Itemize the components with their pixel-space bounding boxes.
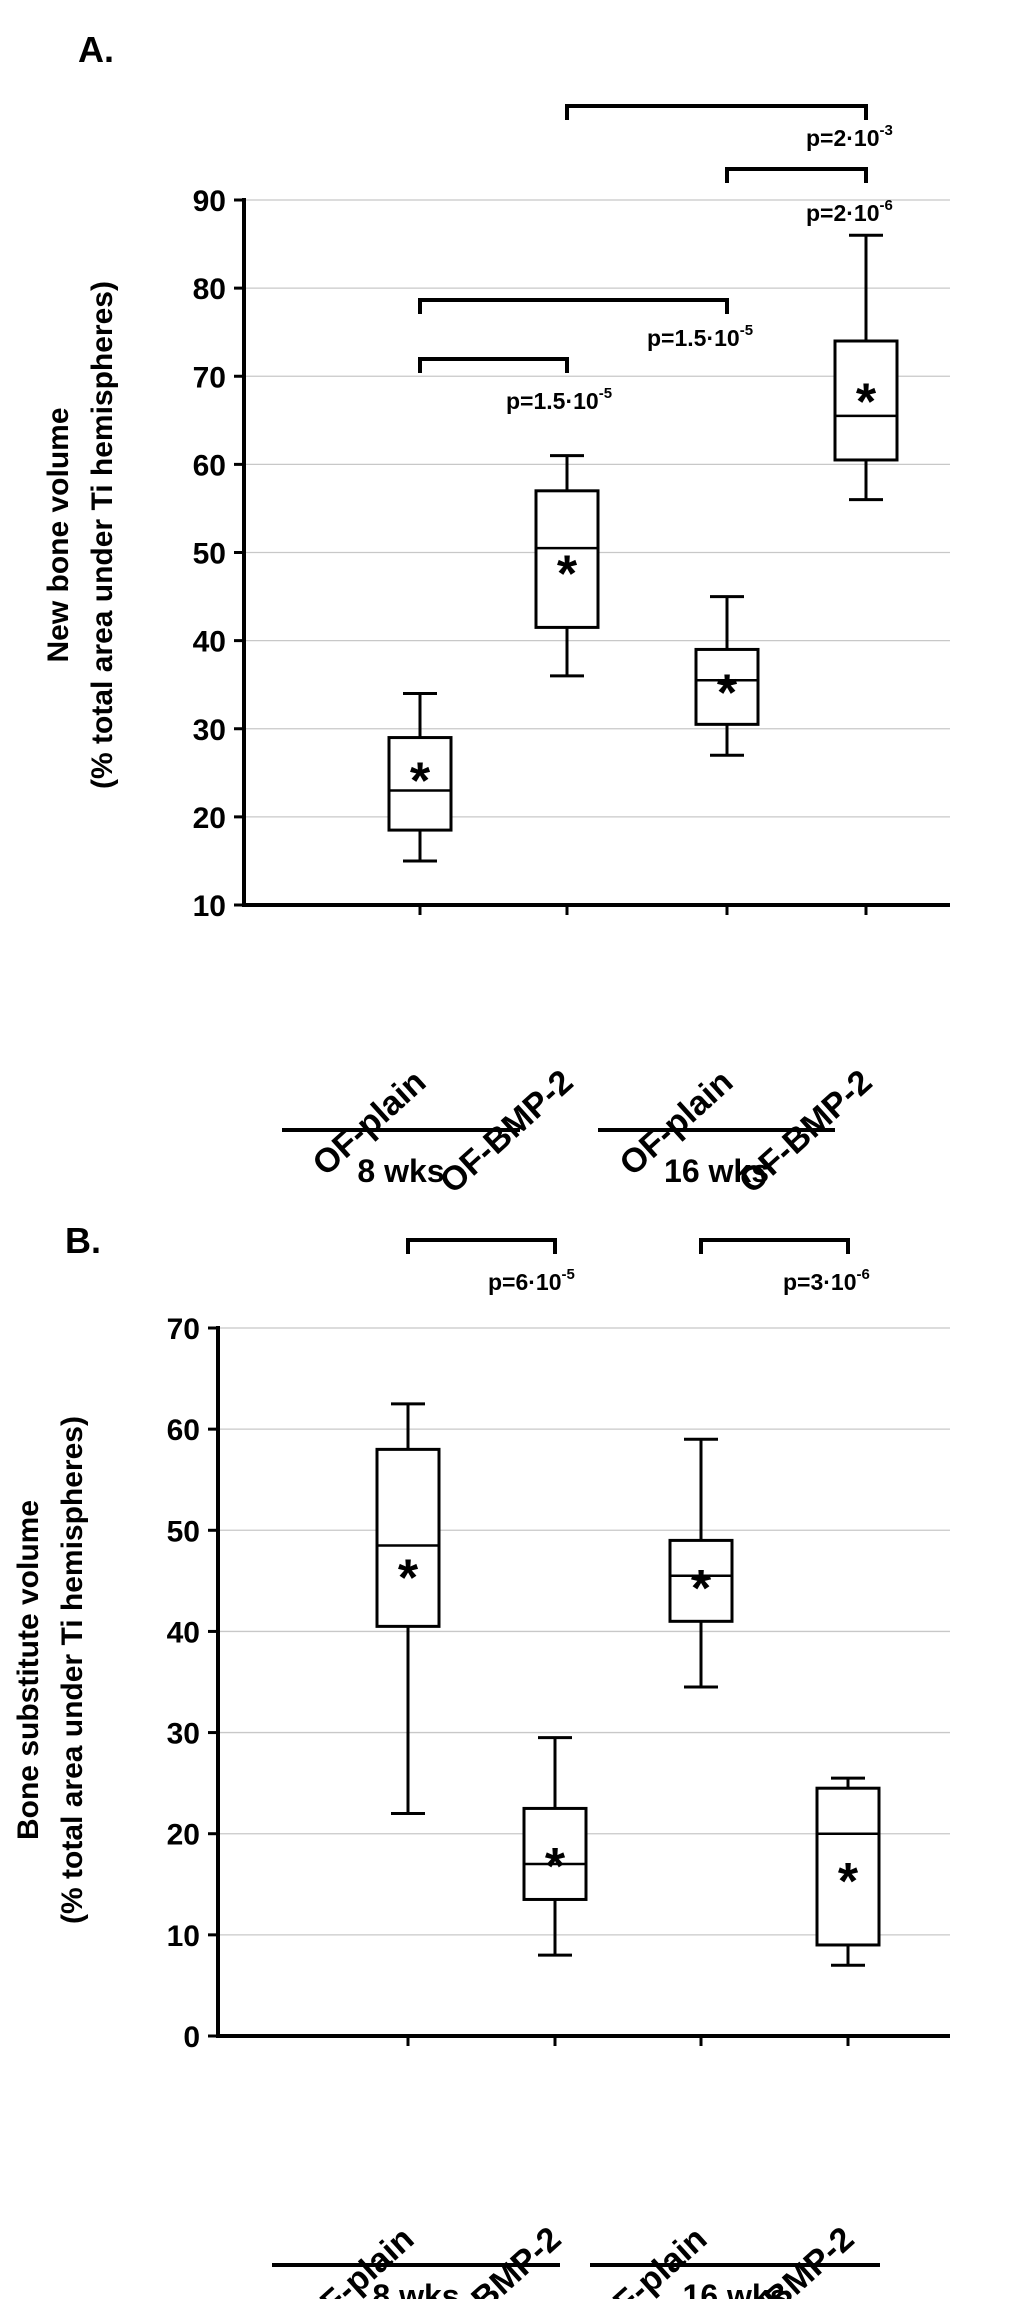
significance-bracket: p=2·10-3 xyxy=(565,104,893,151)
significance-bracket: p=6·10-5 xyxy=(406,1238,575,1295)
p-value-exponent: -6 xyxy=(857,1266,870,1283)
mean-marker: * xyxy=(717,664,738,722)
p-value-label: p=2·10-6 xyxy=(806,197,893,226)
box-4: * xyxy=(815,1776,881,1967)
significance-bracket: p=1.5·10-5 xyxy=(418,357,612,414)
y-axis-title: New bone volume xyxy=(42,407,75,662)
mean-marker: * xyxy=(557,545,578,603)
y-tick-label: 50 xyxy=(167,1515,200,1548)
box-iqr xyxy=(522,1806,588,1901)
mean-marker: * xyxy=(856,373,877,431)
y-tick-label: 10 xyxy=(193,890,226,923)
bracket-line xyxy=(725,167,868,183)
box-iqr xyxy=(694,647,760,726)
y-axis-title: Bone substitute volume xyxy=(12,1500,45,1840)
p-value-exponent: -5 xyxy=(562,1266,575,1283)
bracket-line xyxy=(565,104,868,120)
box-2: * xyxy=(534,454,600,678)
p-value-base: p=6·10 xyxy=(488,1269,562,1295)
p-value-base: p=1.5·10 xyxy=(506,388,599,414)
group-label: 8 wks xyxy=(357,1153,444,1189)
p-value-exponent: -5 xyxy=(599,385,612,402)
y-tick-label: 50 xyxy=(193,538,226,571)
y-tick-label: 20 xyxy=(193,802,226,835)
mean-marker: * xyxy=(691,1560,712,1618)
panel-label: B. xyxy=(65,1220,101,1261)
significance-bracket: p=2·10-6 xyxy=(725,167,893,226)
p-value-exponent: -3 xyxy=(880,122,893,139)
box-iqr xyxy=(375,1447,441,1628)
significance-bracket: p=3·10-6 xyxy=(699,1238,870,1295)
y-tick-label: 0 xyxy=(183,2021,200,2054)
y-tick-label: 30 xyxy=(167,1718,200,1751)
p-value-label: p=2·10-3 xyxy=(806,122,893,151)
group-label: 16 wks xyxy=(683,2278,788,2299)
p-value-base: p=2·10 xyxy=(806,125,880,151)
bracket-line xyxy=(418,357,569,373)
y-tick-label: 70 xyxy=(167,1313,200,1346)
y-tick-label: 70 xyxy=(193,361,226,394)
y-tick-label: 10 xyxy=(167,1920,200,1953)
p-value-exponent: -5 xyxy=(740,322,753,339)
y-tick-label: 90 xyxy=(193,185,226,218)
p-value-label: p=1.5·10-5 xyxy=(506,385,612,414)
significance-bracket: p=1.5·10-5 xyxy=(418,298,753,351)
box-iqr xyxy=(815,1786,881,1947)
y-tick-label: 60 xyxy=(193,449,226,482)
box-2: * xyxy=(522,1736,588,1957)
box-1: * xyxy=(375,1402,441,1815)
y-tick-label: 20 xyxy=(167,1819,200,1852)
bracket-line xyxy=(418,298,729,314)
p-value-base: p=2·10 xyxy=(806,200,880,226)
box-3: * xyxy=(694,595,760,757)
panel-a: A. 10 20 30 40 50 60 70 80 90 New bone volume (% to… xyxy=(42,29,950,1201)
mean-marker: * xyxy=(545,1838,566,1896)
p-value-label: p=1.5·10-5 xyxy=(647,322,753,351)
panel-label: A. xyxy=(78,29,114,70)
box-4: * xyxy=(833,233,899,502)
y-tick-label: 40 xyxy=(167,1616,200,1649)
group-label: 8 wks xyxy=(372,2278,459,2299)
group-label: 16 wks xyxy=(664,1153,769,1189)
p-value-base: p=3·10 xyxy=(783,1269,857,1295)
p-value-exponent: -6 xyxy=(880,197,893,214)
box-3: * xyxy=(668,1437,734,1689)
box-1: * xyxy=(387,692,453,863)
box-iqr xyxy=(387,736,453,832)
y-tick-label: 60 xyxy=(167,1414,200,1447)
box-iqr xyxy=(534,489,600,629)
p-value-label: p=6·10-5 xyxy=(488,1266,575,1295)
mean-marker: * xyxy=(838,1853,859,1911)
mean-marker: * xyxy=(398,1550,419,1608)
panel-b: B. 0 10 20 30 40 50 60 70 Bone substitute volume (… xyxy=(12,1220,950,2299)
bracket-line xyxy=(406,1238,557,1254)
p-value-label: p=3·10-6 xyxy=(783,1266,870,1295)
box-iqr xyxy=(833,339,899,462)
y-axis-subtitle: (% total area under Ti hemispheres) xyxy=(86,281,119,789)
mean-marker: * xyxy=(410,752,431,810)
box-iqr xyxy=(668,1538,734,1623)
y-tick-label: 80 xyxy=(193,273,226,306)
bracket-line xyxy=(699,1238,850,1254)
y-tick-label: 30 xyxy=(193,714,226,747)
y-tick-label: 40 xyxy=(193,626,226,659)
y-axis-subtitle: (% total area under Ti hemispheres) xyxy=(56,1416,89,1924)
p-value-base: p=1.5·10 xyxy=(647,325,740,351)
